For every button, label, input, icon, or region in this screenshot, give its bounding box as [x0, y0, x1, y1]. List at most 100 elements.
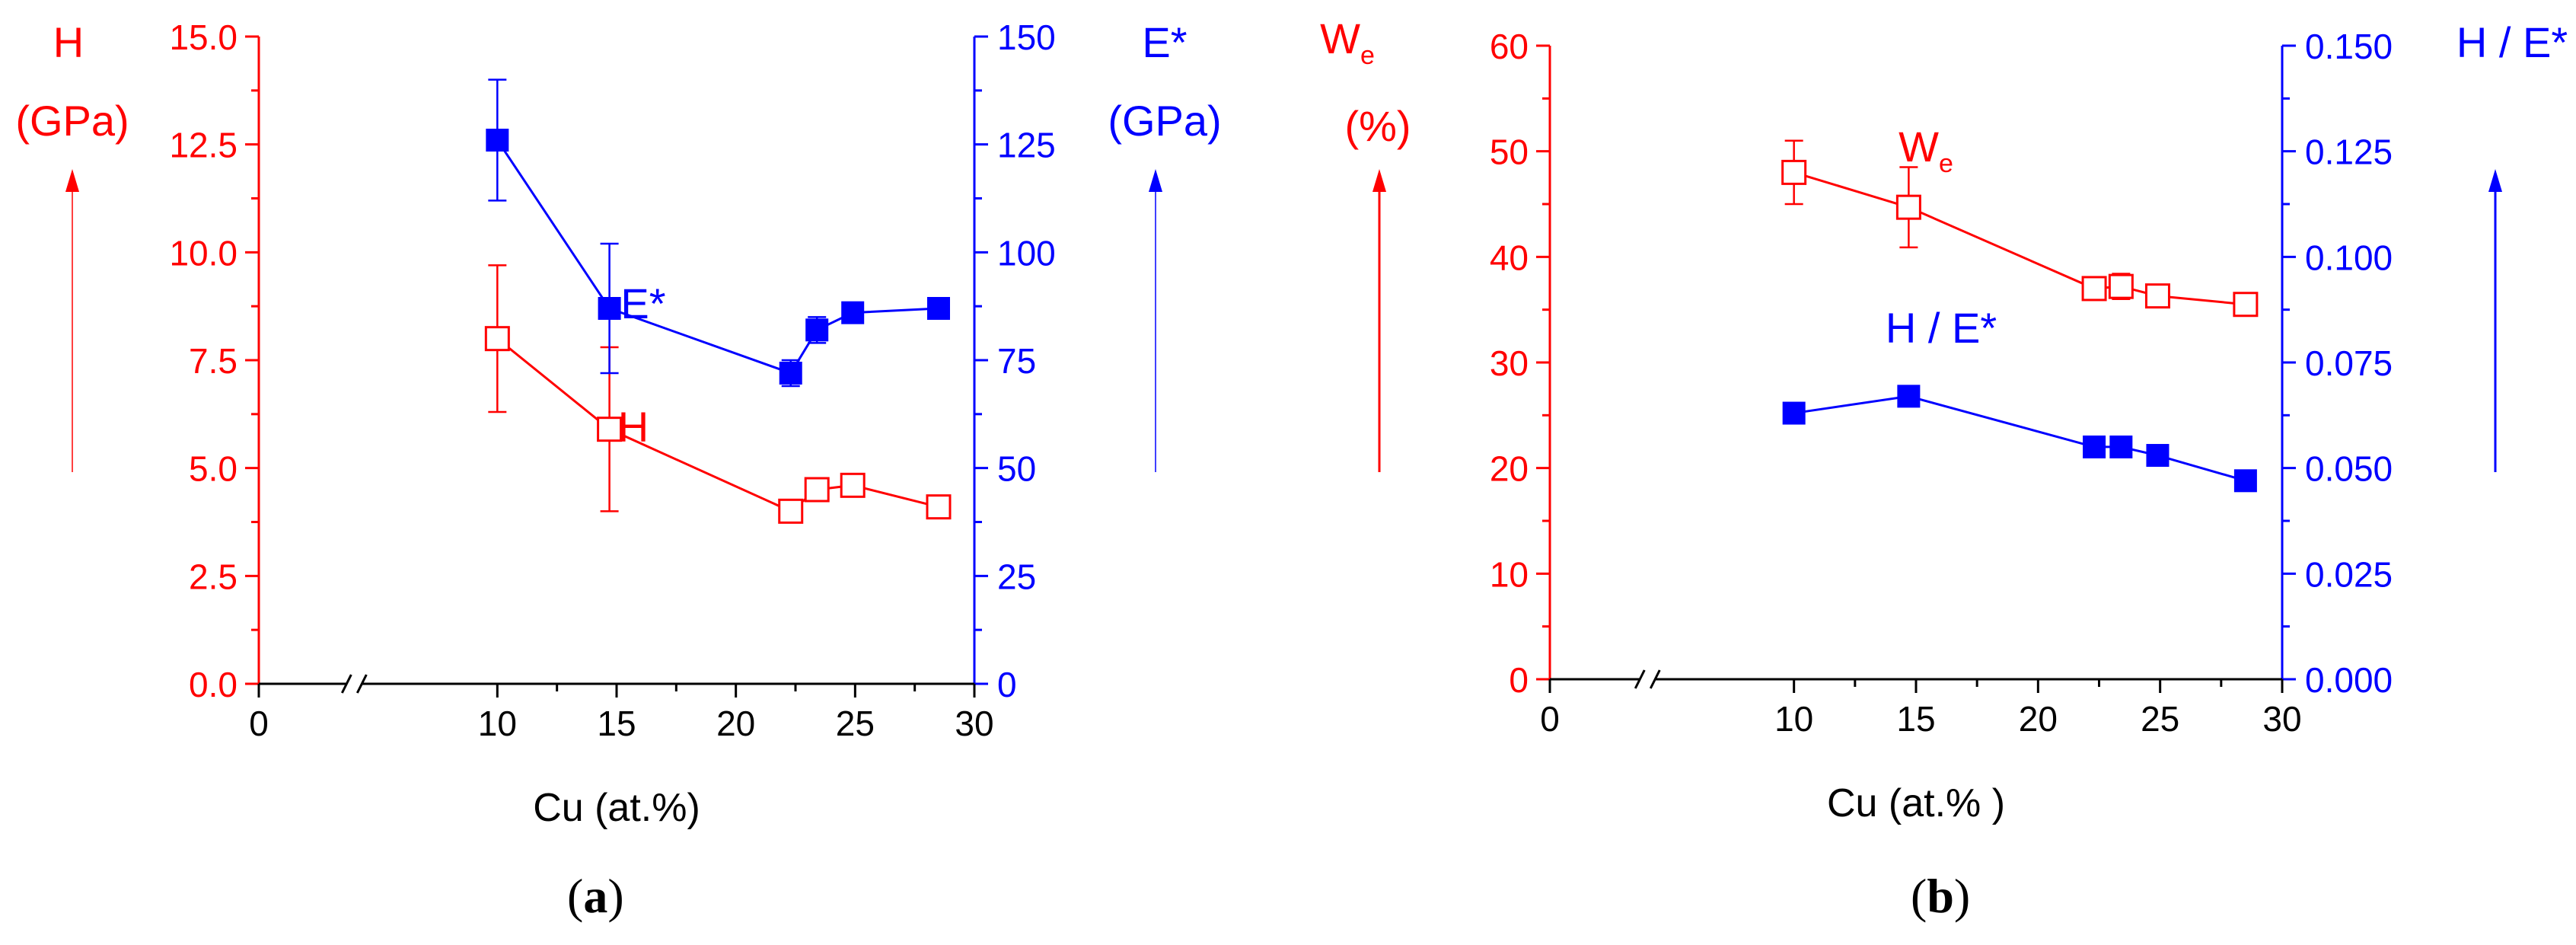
data-point: [804, 477, 830, 503]
right-tick-label: 25: [997, 557, 1036, 596]
x-tick-label: 30: [955, 704, 993, 743]
data-point: [1782, 401, 1806, 425]
panel-label-a: (a): [567, 869, 624, 923]
left-axis-unit: (GPa): [15, 97, 129, 145]
data-point: [597, 417, 623, 442]
right-tick-label: 125: [997, 126, 1056, 165]
left-tick-label: 50: [1490, 132, 1529, 172]
x-tick-label: 20: [716, 704, 755, 743]
left-axis-unit: (%): [1344, 102, 1411, 150]
series-he: [1782, 385, 2257, 493]
x-tick-label: 0: [249, 704, 269, 743]
right-axis-arrowhead: [1149, 169, 1162, 192]
x-tick-label: 10: [478, 704, 517, 743]
left-tick-label: 60: [1490, 27, 1529, 66]
x-axis-label: Cu (at.%): [533, 786, 700, 830]
right-tick-label: 0.075: [2305, 343, 2393, 383]
data-point: [2108, 273, 2134, 299]
data-point: [805, 318, 829, 342]
x-tick-label: 10: [1774, 699, 1813, 739]
right-axis-title: H / E*: [2456, 18, 2568, 66]
data-point: [779, 362, 802, 385]
data-point: [2233, 469, 2257, 493]
right-tick-label: 0: [997, 665, 1017, 704]
right-tick-label: 75: [997, 341, 1036, 381]
right-tick-label: 0.150: [2305, 27, 2393, 66]
series-we: [1781, 139, 2259, 318]
right-tick-label: 0.025: [2305, 554, 2393, 594]
left-tick-label: 40: [1490, 238, 1529, 277]
left-axis-arrowhead: [1372, 169, 1386, 192]
x-axis-break-gap: [1640, 675, 1656, 684]
data-point: [2081, 276, 2107, 302]
right-tick-label: 0.050: [2305, 449, 2393, 489]
data-point: [1895, 194, 1921, 220]
series-annotation: H: [618, 403, 649, 451]
data-point: [2144, 283, 2170, 309]
data-point: [926, 494, 952, 520]
data-point: [2146, 444, 2170, 468]
x-tick-label: 25: [2141, 699, 2179, 739]
data-point: [841, 301, 865, 324]
right-tick-label: 0.000: [2305, 660, 2393, 700]
left-tick-label: 30: [1490, 343, 1529, 383]
series-annotation: E*: [620, 279, 665, 327]
x-tick-label: 0: [1540, 699, 1560, 739]
right-tick-label: 100: [997, 233, 1056, 273]
x-axis-break-mark: [340, 674, 352, 694]
right-axis-title: E*: [1142, 18, 1187, 66]
x-axis-break-gap: [346, 679, 362, 688]
series-annotation: H / E*: [1886, 304, 1997, 352]
x-tick-label: 30: [2262, 699, 2301, 739]
left-tick-label: 2.5: [189, 557, 238, 596]
left-tick-label: 20: [1490, 449, 1529, 489]
left-tick-label: 10: [1490, 554, 1529, 594]
data-point: [486, 129, 509, 152]
chart-panel-b: 0 10 20 30 40 50 60 0.000 0.025 0.050 0.075 0.100 0.…: [1320, 14, 2568, 825]
series-line: [1793, 171, 2246, 306]
right-tick-label: 50: [997, 449, 1036, 489]
chart-panel-a: 0.02.55.07.510.012.515.00255075100125150…: [15, 18, 1221, 830]
data-point: [927, 297, 950, 320]
right-tick-label: 150: [997, 18, 1056, 57]
left-axis-title: We: [1320, 14, 1375, 70]
data-point: [1781, 159, 1807, 185]
right-tick-label: 0.100: [2305, 238, 2393, 277]
left-tick-label: 15.0: [169, 18, 238, 57]
right-axis-unit: (GPa): [1108, 97, 1221, 145]
left-axis-title: H: [53, 18, 84, 66]
series-line: [1793, 394, 2246, 482]
data-point: [484, 326, 510, 352]
series-h: [484, 264, 952, 524]
left-tick-label: 0: [1509, 660, 1529, 700]
x-axis-break-mark: [1634, 669, 1646, 689]
data-point: [2083, 435, 2106, 458]
data-point: [2109, 435, 2133, 458]
panel-label-b: (b): [1911, 869, 1971, 923]
x-axis-break-mark: [1649, 669, 1661, 689]
x-tick-label: 15: [597, 704, 636, 743]
data-point: [1897, 385, 1921, 408]
series-line: [496, 139, 939, 375]
left-axis-title-subscript: e: [1360, 41, 1375, 70]
x-tick-label: 25: [836, 704, 875, 743]
left-tick-label: 0.0: [189, 665, 238, 704]
left-tick-label: 10.0: [169, 233, 238, 273]
left-tick-label: 12.5: [169, 126, 238, 165]
right-axis-arrowhead: [2488, 169, 2502, 192]
left-tick-label: 5.0: [189, 449, 238, 489]
data-point: [598, 297, 621, 320]
series-annotation: We: [1899, 123, 1953, 178]
left-axis-arrowhead: [65, 169, 79, 192]
x-axis-label: Cu (at.% ): [1827, 781, 2005, 825]
series-e: [486, 78, 950, 388]
data-point: [778, 498, 804, 524]
data-point: [2233, 292, 2259, 318]
right-tick-label: 0.125: [2305, 132, 2393, 172]
series-annotation-subscript: e: [1939, 149, 1953, 178]
x-tick-label: 20: [2019, 699, 2058, 739]
x-axis-break-mark: [355, 674, 368, 694]
x-tick-label: 15: [1896, 699, 1935, 739]
left-tick-label: 7.5: [189, 341, 238, 381]
